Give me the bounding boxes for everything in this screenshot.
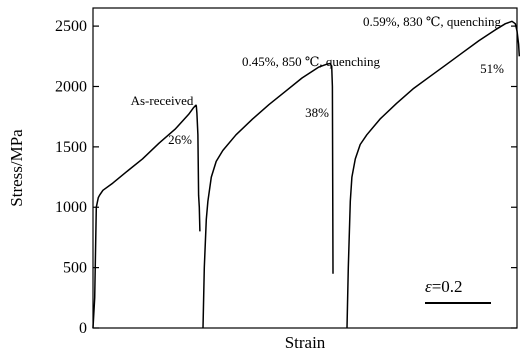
series-curves [92, 20, 520, 329]
y-tick-label: 500 [63, 260, 87, 277]
series-curve-2 [202, 62, 334, 329]
y-tick-label: 2500 [55, 18, 87, 35]
elongation-label-2: 38% [305, 105, 329, 120]
plot-frame [92, 7, 518, 329]
y-tick-label: 0 [79, 320, 87, 337]
series-annotation-1: As-received [131, 93, 194, 108]
series-curve-1 [92, 104, 201, 329]
y-tick-label: 1500 [55, 139, 87, 156]
elongation-label-3: 51% [480, 61, 504, 76]
series-annotation-3: 0.59%, 830 ℃, quenching [363, 14, 502, 29]
y-tick-label: 1000 [55, 199, 87, 216]
series-curve-3 [346, 20, 520, 329]
series-annotation-2: 0.45%, 850 ℃, quenching [242, 54, 381, 69]
elongation-label-1: 26% [168, 132, 192, 147]
chart-text: Strain Stress/MPa As-received 0.45%, 850 ℃,… [7, 14, 504, 352]
scale-bar-label: ε=0.2 [425, 277, 463, 296]
x-axis-label: Strain [285, 333, 326, 352]
y-tick-label: 2000 [55, 78, 87, 95]
axes [92, 7, 518, 329]
y-axis-label: Stress/MPa [7, 129, 26, 207]
y-ticks: 0 500 1000 1500 2000 2500 [55, 18, 517, 337]
